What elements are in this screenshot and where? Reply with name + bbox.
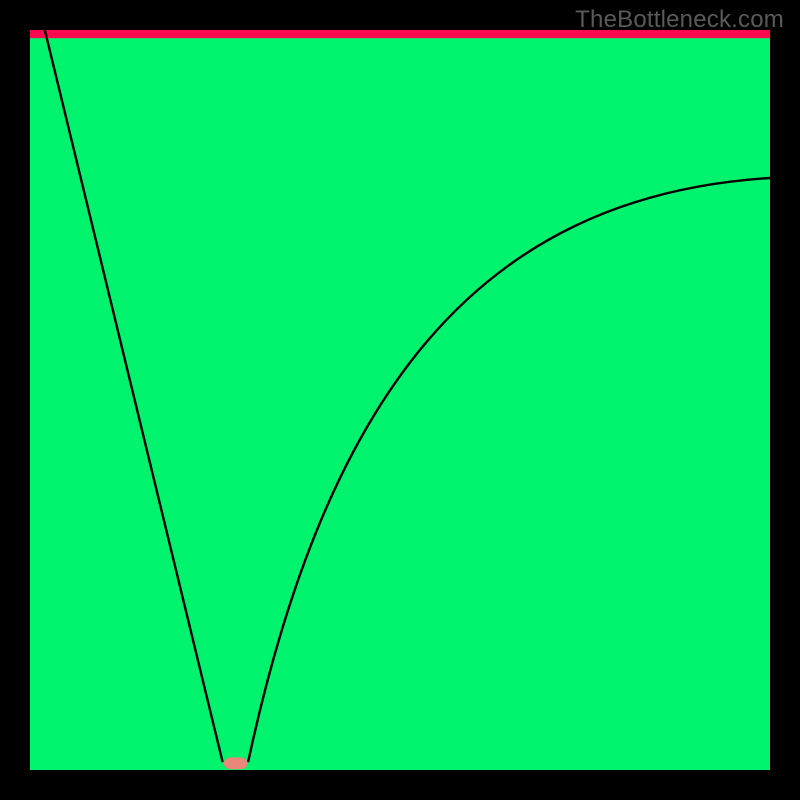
chart-container: TheBottleneck.com [0, 0, 800, 800]
baseline-band [30, 38, 770, 770]
bottleneck-chart [30, 30, 770, 770]
minimum-marker [224, 757, 248, 769]
plot-area [30, 30, 770, 770]
watermark-text: TheBottleneck.com [575, 6, 784, 34]
